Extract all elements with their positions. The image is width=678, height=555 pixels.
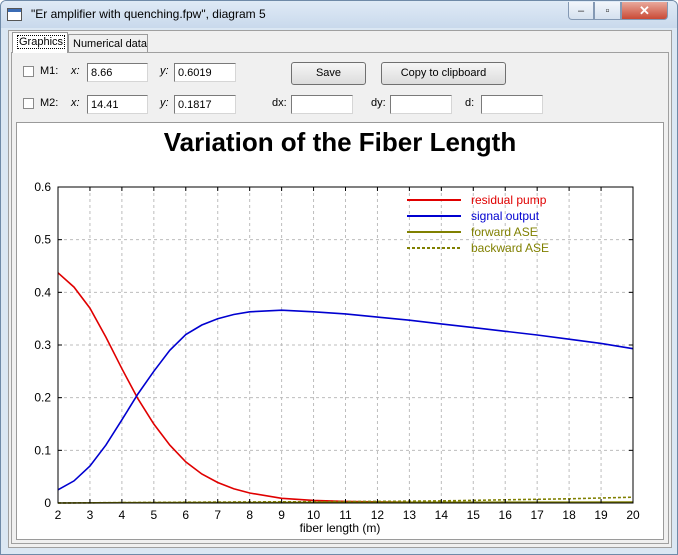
x-tick-label: 8 [246,508,253,522]
save-button-label: Save [315,67,342,79]
y-tick-label: 0.1 [34,443,51,457]
m2-x-label: x: [71,97,80,109]
x-tick-label: 18 [562,508,576,522]
x-tick-label: 14 [435,508,449,522]
client-area: Graphics Numerical data M1: x: y: Save C… [8,30,672,548]
close-button[interactable]: ✕ [621,2,668,20]
window-title: "Er amplifier with quenching.fpw", diagr… [31,7,266,21]
maximize-button[interactable]: ▫ [594,2,621,20]
m1-checkbox[interactable] [23,66,34,77]
x-axis-label: fiber length (m) [300,521,381,535]
m1-y-label: y: [160,65,169,77]
x-tick-label: 12 [371,508,385,522]
y-tick-label: 0 [44,496,51,510]
marker-controls: M1: x: y: Save Copy to clipboard M2: x: … [12,53,668,119]
x-tick-label: 2 [55,508,62,522]
dx-label: dx: [272,97,287,109]
dx-input[interactable] [291,95,353,114]
x-tick-label: 7 [214,508,221,522]
x-tick-label: 6 [182,508,189,522]
m1-x-label: x: [71,65,80,77]
m2-label: M2: [40,97,59,109]
graphics-panel: M1: x: y: Save Copy to clipboard M2: x: … [11,52,669,544]
m2-checkbox[interactable] [23,98,34,109]
m2-y-label: y: [160,97,169,109]
copy-button-label: Copy to clipboard [400,67,487,79]
x-tick-label: 11 [339,508,352,522]
x-tick-label: 13 [403,508,417,522]
x-tick-label: 19 [594,508,608,522]
x-tick-label: 9 [278,508,285,522]
chart-svg[interactable]: Variation of the Fiber Length fiber leng… [17,123,663,539]
save-button[interactable]: Save [291,62,366,85]
app-icon [7,8,22,21]
m1-label: M1: [40,65,59,77]
y-tick-label: 0.3 [34,338,51,352]
y-tick-label: 0.4 [34,285,51,299]
tab-graphics-label: Graphics [17,35,66,49]
plot-area[interactable]: Variation of the Fiber Length fiber leng… [16,122,664,540]
legend-label: backward ASE [471,241,549,255]
copy-to-clipboard-button[interactable]: Copy to clipboard [381,62,506,85]
y-tick-label: 0.2 [34,391,51,405]
legend-label: forward ASE [471,225,538,239]
d-label: d: [465,97,475,109]
x-tick-label: 10 [307,508,321,522]
minimize-button[interactable]: – [568,2,594,20]
x-tick-label: 15 [467,508,481,522]
legend-label: residual pump [471,193,547,207]
m2-y-input[interactable] [174,95,236,114]
dy-label: dy: [371,97,386,109]
m1-x-input[interactable] [87,63,148,82]
series-line-signal-output [57,309,634,491]
m2-x-input[interactable] [87,95,148,114]
y-tick-label: 0.5 [34,233,51,247]
x-tick-label: 20 [626,508,640,522]
x-tick-label: 3 [87,508,94,522]
dy-input[interactable] [390,95,452,114]
d-input[interactable] [481,95,543,114]
legend-label: signal output [471,209,540,223]
chart-title: Variation of the Fiber Length [164,127,516,157]
title-bar[interactable]: "Er amplifier with quenching.fpw", diagr… [1,1,677,28]
x-tick-label: 4 [119,508,126,522]
x-tick-label: 16 [499,508,513,522]
y-tick-label: 0.6 [34,180,51,194]
tab-numerical-data[interactable]: Numerical data [68,34,148,53]
x-tick-label: 17 [530,508,544,522]
x-tick-label: 5 [150,508,157,522]
m1-y-input[interactable] [174,63,236,82]
plot-frame [57,186,634,504]
tab-graphics[interactable]: Graphics [12,32,68,53]
